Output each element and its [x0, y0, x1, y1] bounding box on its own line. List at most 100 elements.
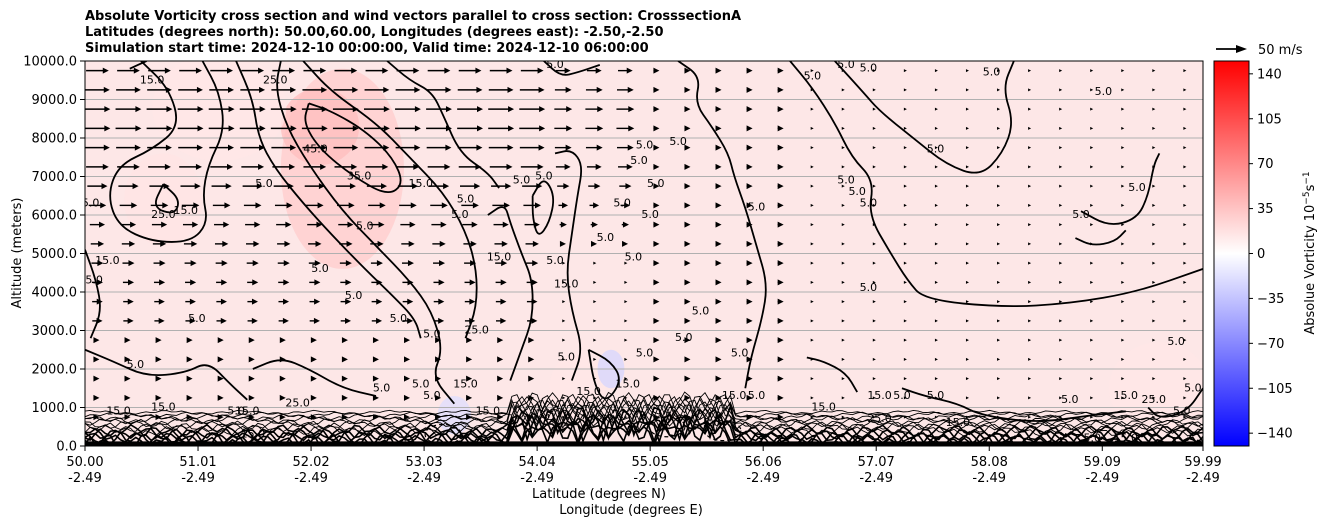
contour-label: 15.0	[106, 404, 131, 417]
wind-arrow-head	[445, 144, 452, 151]
contour-label: 5.0	[188, 312, 206, 325]
colorbar-tick-label: −70	[1257, 337, 1284, 352]
wind-arrow-head	[469, 279, 476, 286]
wind-arrow-head	[383, 125, 390, 132]
wind-arrow-head	[93, 394, 100, 401]
wind-arrow-head	[965, 377, 969, 381]
wind-arrow-head	[1152, 223, 1156, 227]
wind-arrow-head	[653, 260, 660, 267]
wind-arrow-head	[1152, 126, 1156, 130]
wind-arrow-head	[684, 317, 691, 324]
wind-arrow-head	[197, 106, 204, 113]
wind-arrow-head	[1121, 280, 1125, 284]
wind-arrow-head	[562, 202, 569, 209]
contour-label: 5.0	[1083, 431, 1101, 444]
colorbar-label-exp2: −1	[1302, 171, 1312, 184]
contour-label: 5.0	[1128, 181, 1146, 194]
wind-arrow-head	[715, 356, 722, 363]
wind-arrow-head	[997, 338, 1001, 342]
y-gridlines	[85, 99, 1203, 408]
contour-label: 5.0	[636, 347, 654, 360]
wind-arrow-head	[528, 356, 535, 363]
wind-arrow-head	[965, 69, 969, 73]
wind-arrow-head	[715, 106, 722, 113]
wind-arrow-head	[133, 163, 140, 170]
wind-arrow-head	[532, 260, 539, 267]
wind-arrow-head	[1059, 165, 1063, 169]
wind-arrow-head	[997, 107, 1001, 111]
contour-label: 5.0	[345, 289, 363, 302]
wind-arrow-head	[965, 261, 969, 265]
wind-arrow-head	[1121, 165, 1125, 169]
wind-arrow-head	[746, 202, 753, 209]
wind-arrow-head	[684, 67, 691, 74]
wind-arrow-head	[1059, 88, 1063, 92]
wind-arrow-head	[160, 240, 167, 247]
wind-arrow-head	[253, 240, 260, 247]
wind-arrow-head	[1059, 223, 1063, 227]
contour-line	[1075, 229, 1127, 246]
wind-arrow-head	[248, 394, 255, 401]
x-tick-label-lat: 51.01	[179, 455, 216, 470]
contour-label: 5.0	[860, 281, 878, 294]
wind-arrow-head	[1059, 126, 1063, 130]
wind-arrow-head	[1183, 88, 1187, 92]
contour-label: 5.0	[546, 58, 564, 71]
wind-arrow-head	[192, 221, 199, 228]
wind-arrow-head	[407, 260, 414, 267]
surface-contour-line	[85, 412, 1203, 444]
wind-arrow-head	[624, 202, 631, 209]
wind-arrow-head	[1028, 338, 1032, 342]
wind-arrow-head	[466, 337, 473, 344]
wind-arrow-head	[1028, 146, 1032, 150]
wind-arrow-head	[259, 144, 266, 151]
wind-arrow-head	[477, 125, 484, 132]
wind-arrow-head	[476, 86, 483, 93]
wind-arrow-head	[1152, 203, 1156, 207]
quiver-key: 50 m/s	[1216, 43, 1303, 58]
wind-arrow-head	[1152, 338, 1156, 342]
wind-arrow-head	[872, 69, 876, 73]
wind-arrow-head	[538, 86, 545, 93]
wind-arrow-head	[684, 163, 691, 170]
wind-arrow-head	[1152, 377, 1156, 381]
wind-arrow-head	[1028, 300, 1032, 304]
wind-arrow-head	[289, 163, 296, 170]
wind-arrow-head	[441, 202, 448, 209]
wind-arrow-head	[841, 184, 845, 188]
wind-arrow-head	[965, 357, 969, 361]
wind-arrow-head	[684, 144, 691, 151]
contour-label: 5.0	[1173, 404, 1191, 417]
wind-arrow-head	[186, 375, 193, 382]
wind-arrow-head	[1028, 88, 1032, 92]
wind-arrow-head	[217, 394, 224, 401]
wind-arrow-head	[1059, 377, 1063, 381]
wind-arrow-head	[1121, 357, 1125, 361]
contour-label: 5.0	[692, 304, 710, 317]
wind-arrow-head	[841, 242, 845, 246]
wind-arrow-head	[500, 298, 507, 305]
wind-arrow-head	[810, 319, 814, 323]
wind-arrow-head	[158, 298, 165, 305]
wind-arrow-head	[228, 86, 235, 93]
contour-label: 5.0	[451, 208, 469, 221]
wind-arrow-head	[1090, 280, 1094, 284]
wind-arrow-head	[934, 261, 938, 265]
wind-arrow-head	[934, 223, 938, 227]
wind-arrow-head	[1121, 107, 1125, 111]
wind-arrow-head	[226, 163, 233, 170]
contour-label: 15.0	[616, 377, 641, 390]
contour-label: 45.0	[303, 143, 328, 156]
wind-arrow-head	[1090, 300, 1094, 304]
wind-arrow-head	[934, 107, 938, 111]
wind-arrow-head	[345, 279, 352, 286]
wind-arrow-head	[1090, 88, 1094, 92]
wind-arrow-head	[135, 125, 142, 132]
contour-label: 5.0	[860, 62, 878, 75]
wind-arrow-head	[341, 356, 348, 363]
wind-arrow-head	[715, 260, 722, 267]
field-blob	[280, 87, 360, 165]
contour-line	[543, 61, 601, 76]
wind-arrow-head	[934, 357, 938, 361]
wind-arrow-head	[777, 260, 784, 267]
